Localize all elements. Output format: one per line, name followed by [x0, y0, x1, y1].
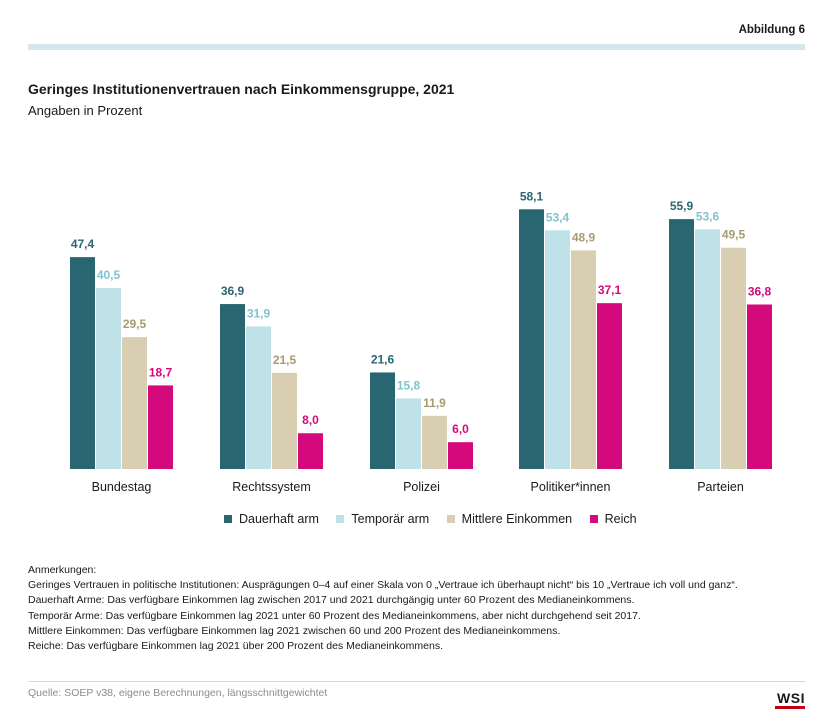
bar-bundestag-series-1: [96, 287, 121, 469]
data-label: 8,0: [302, 413, 319, 427]
data-label: 55,9: [670, 199, 694, 213]
legend-swatch: [336, 515, 345, 523]
bar-bundestag-series-2: [122, 337, 147, 469]
data-label: 47,4: [71, 237, 95, 251]
bar-polizei-series-2: [422, 415, 447, 469]
logo-underline: [775, 706, 805, 709]
note-line: Geringes Vertrauen in politische Institu…: [28, 579, 738, 592]
legend-label: Temporär arm: [351, 512, 430, 526]
bar-politiker-innen-series-0: [519, 209, 544, 469]
grouped-bar-chart: 47,4 40,5 29,5 18,7 Bundestag 36,931,9 21,5 8,0…: [70, 189, 772, 494]
data-label: 53,4: [546, 210, 570, 224]
legend-swatch: [446, 515, 455, 523]
category-label: Politiker*innen: [531, 480, 611, 494]
data-label: 36,8: [748, 285, 772, 299]
legend-label: Mittlere Einkommen: [461, 512, 573, 526]
bar-politiker-innen-series-1: [545, 230, 570, 469]
data-label: 21,5: [273, 353, 297, 367]
bottom-rule: [28, 681, 805, 682]
notes-heading: Anmerkungen:: [28, 564, 97, 576]
bar-rechtssystem-series-2: [272, 372, 297, 469]
data-label: 31,9: [247, 306, 271, 320]
data-label: 18,7: [149, 365, 173, 379]
bar-parteien-series-3: [747, 304, 772, 469]
data-label: 49,5: [722, 228, 746, 242]
data-label: 40,5: [97, 268, 121, 282]
data-label: 36,9: [221, 284, 245, 298]
legend-item-reich: Reich: [589, 512, 637, 526]
bar-rechtssystem-series-0: [220, 304, 245, 469]
legend-label: Reich: [604, 512, 637, 526]
legend-item-mittlere-einkommen: Mittlere Einkommen: [446, 512, 573, 526]
bar-polizei-series-1: [396, 398, 421, 469]
note-line: Temporär Arme: Das verfügbare Einkommen …: [28, 609, 641, 622]
figure-label: Abbildung 6: [738, 24, 805, 36]
legend-swatch: [224, 515, 232, 523]
data-label: 21,6: [371, 352, 395, 366]
category-label: Rechtssystem: [232, 480, 311, 494]
bar-politiker-innen-series-3: [597, 303, 622, 469]
chart-subtitle: Angaben in Prozent: [28, 103, 143, 118]
legend-swatch: [589, 515, 598, 523]
bar-polizei-series-3: [448, 442, 473, 469]
data-label: 58,1: [520, 189, 544, 203]
data-label: 53,6: [696, 209, 720, 223]
legend-label: Dauerhaft arm: [239, 512, 319, 526]
wsi-logo: WSI: [777, 690, 805, 706]
bar-bundestag-series-0: [70, 257, 95, 469]
note-line: Reiche: Das verfügbare Einkommen lag 202…: [28, 640, 443, 653]
note-line: Mittlere Einkommen: Das verfügbare Einko…: [28, 624, 561, 637]
bar-rechtssystem-series-3: [298, 433, 323, 469]
bar-parteien-series-2: [721, 247, 746, 469]
bar-rechtssystem-series-1: [246, 326, 271, 469]
source-note: Quelle: SOEP v38, eigene Berechnungen, l…: [28, 687, 328, 699]
bar-parteien-series-0: [669, 219, 694, 469]
notes: Anmerkungen: Geringes Vertrauen in polit…: [28, 563, 738, 654]
bar-polizei-series-0: [370, 372, 395, 469]
data-label: 15,8: [397, 378, 421, 392]
note-line: Dauerhaft Arme: Das verfügbare Einkommen…: [28, 594, 635, 607]
data-label: 37,1: [598, 283, 622, 297]
category-label: Parteien: [697, 480, 744, 494]
data-label: 29,5: [123, 317, 147, 331]
legend-item-dauerhaft-arm: Dauerhaft arm: [224, 512, 319, 526]
top-band: [28, 44, 805, 50]
legend: Dauerhaft arm Temporär arm Mittlere Eink…: [224, 512, 651, 526]
bar-bundestag-series-3: [148, 385, 173, 469]
data-label: 6,0: [452, 422, 469, 436]
data-label: 11,9: [423, 396, 446, 410]
data-label: 48,9: [572, 230, 596, 244]
category-label: Polizei: [403, 480, 440, 494]
category-label: Bundestag: [92, 480, 152, 494]
bar-politiker-innen-series-2: [571, 250, 596, 469]
legend-item-temporaer-arm: Temporär arm: [336, 512, 429, 526]
chart-title: Geringes Institutionenvertrauen nach Ein…: [28, 81, 455, 97]
bar-parteien-series-1: [695, 229, 720, 469]
